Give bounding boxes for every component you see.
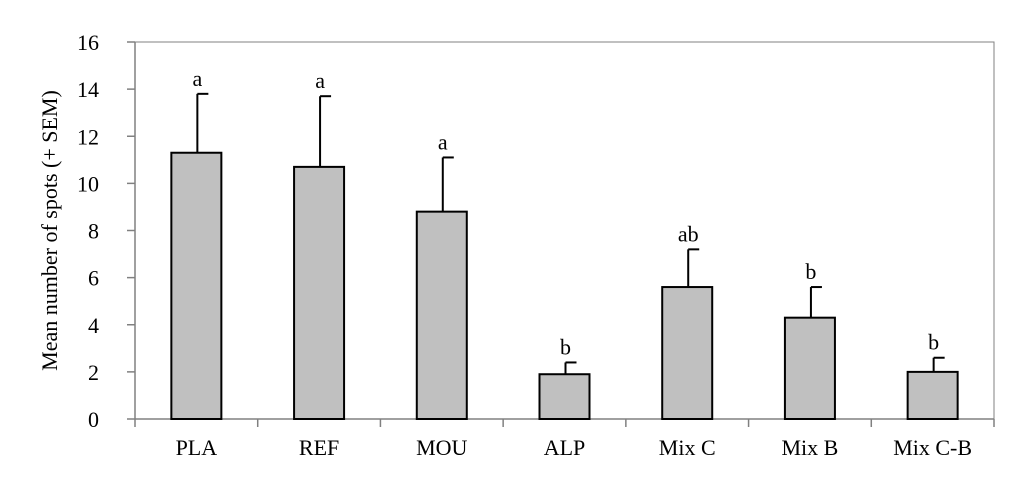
y-tick-label: 8: [88, 219, 99, 244]
x-ticks: [134, 419, 995, 427]
bars: [170, 151, 959, 421]
category-label: REF: [299, 435, 339, 460]
category-labels: PLA REF MOU ALP Mix C Mix B Mix C-B: [176, 435, 972, 460]
significance-label: ab: [678, 221, 699, 246]
bar: [415, 210, 468, 420]
category-label: ALP: [544, 435, 586, 460]
y-axis-title: Mean number of spots (+ SEM): [37, 90, 62, 371]
bar: [906, 370, 959, 420]
y-tick-label: 14: [77, 77, 99, 102]
y-ticks: 0 2 4 6 8 10 12 14 16: [77, 30, 135, 432]
bar: [538, 373, 591, 421]
significance-label: a: [438, 129, 448, 154]
significance-label: a: [315, 68, 325, 93]
bar: [661, 286, 714, 420]
y-tick-label: 10: [77, 171, 99, 196]
bar: [293, 165, 346, 420]
category-label: Mix B: [781, 435, 838, 460]
bar: [783, 316, 836, 420]
y-tick-label: 0: [88, 407, 99, 432]
significance-label: b: [805, 259, 816, 284]
y-tick-label: 12: [77, 124, 99, 149]
y-tick-label: 6: [88, 266, 99, 291]
category-label: PLA: [176, 435, 218, 460]
error-bars: [196, 92, 945, 375]
bar: [170, 151, 223, 420]
category-label: Mix C: [659, 435, 716, 460]
category-label: MOU: [416, 435, 467, 460]
significance-label: a: [192, 66, 202, 91]
y-tick-label: 16: [77, 30, 99, 55]
category-label: Mix C-B: [893, 435, 972, 460]
y-tick-label: 2: [88, 360, 99, 385]
y-tick-label: 4: [88, 313, 99, 338]
significance-label: b: [928, 330, 939, 355]
significance-label: b: [560, 334, 571, 359]
